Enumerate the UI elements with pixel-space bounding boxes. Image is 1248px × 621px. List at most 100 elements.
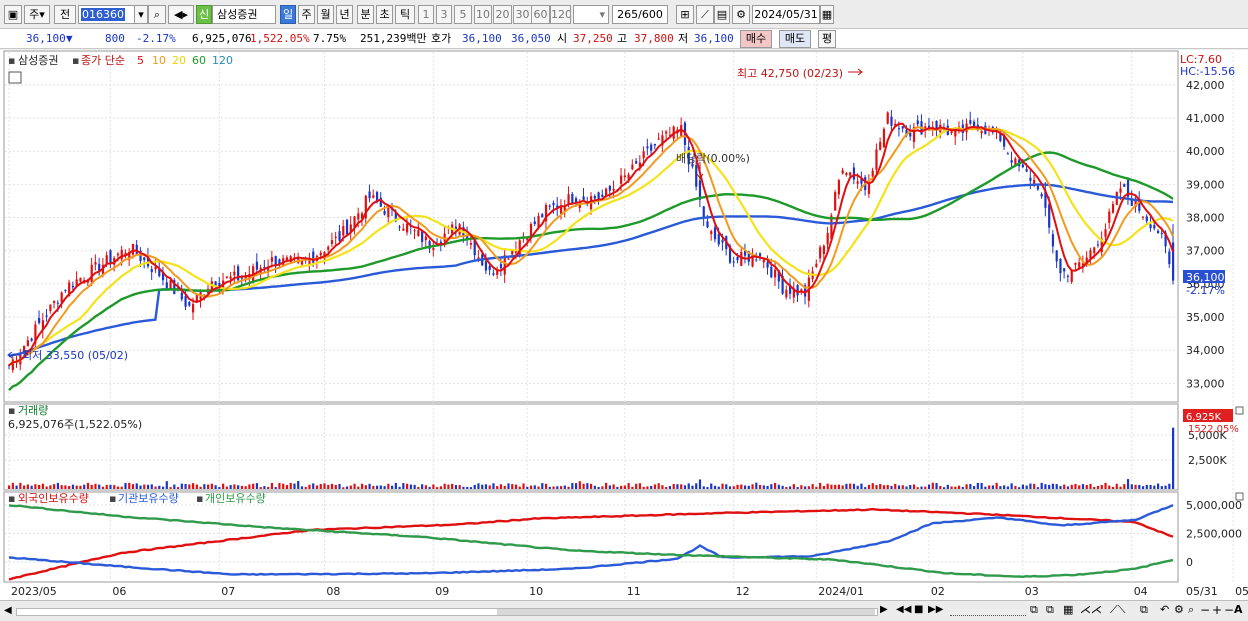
- pane-close-icon[interactable]: [1235, 492, 1244, 501]
- volume-bar: [237, 485, 240, 489]
- legend-ma60: 60: [192, 54, 206, 67]
- count-input[interactable]: 265/600: [612, 5, 668, 24]
- candle: [255, 261, 259, 270]
- volume-bar: [668, 485, 672, 489]
- volume-bar: [1059, 486, 1062, 489]
- rewind-icon[interactable]: ◀◀: [896, 604, 912, 615]
- volume-bar: [773, 482, 777, 489]
- volume-bar: [342, 487, 345, 489]
- date-input[interactable]: 2024/05/31: [752, 5, 820, 24]
- font-icon[interactable]: A: [1234, 603, 1243, 616]
- tab-week[interactable]: 주: [298, 5, 315, 24]
- eval-button[interactable]: 평: [818, 30, 836, 48]
- candle: [383, 210, 386, 215]
- volume-bar: [526, 486, 529, 489]
- interval-60[interactable]: 60: [531, 5, 550, 24]
- x-axis-label: 07: [221, 585, 235, 598]
- chart-settings-icon[interactable]: ▣: [4, 5, 22, 24]
- interval-20[interactable]: 20: [493, 5, 512, 24]
- table-icon[interactable]: ▦: [1063, 603, 1074, 616]
- candle: [1063, 268, 1066, 272]
- volume-bar: [1070, 484, 1073, 489]
- volume-bar: [233, 484, 236, 489]
- sell-button[interactable]: 매도: [779, 30, 811, 48]
- legend-individual: 개인보유수량: [205, 492, 266, 505]
- undo-icon[interactable]: ↶: [1160, 603, 1170, 616]
- candle: [154, 266, 157, 270]
- zoom-slider[interactable]: [950, 605, 1026, 616]
- pane-close-icon[interactable]: [1235, 406, 1244, 415]
- candle: [897, 128, 901, 130]
- copy-icon[interactable]: ⧉: [1140, 603, 1148, 616]
- interval-3[interactable]: 3: [436, 5, 452, 24]
- candle: [856, 181, 859, 184]
- zoom-out-icon[interactable]: −: [1200, 603, 1211, 617]
- layout-icon[interactable]: ⧉: [1046, 603, 1054, 616]
- candle: [233, 271, 236, 276]
- tab-second[interactable]: 초: [376, 5, 393, 24]
- table-toggle-icon[interactable]: [8, 71, 22, 84]
- volume-bar: [113, 485, 116, 489]
- drawing-tools-icon[interactable]: ⋌⋌: [1080, 603, 1102, 616]
- interval-custom-select[interactable]: ▾: [573, 5, 609, 24]
- volume-bar: [1149, 485, 1152, 489]
- tab-tick[interactable]: 틱: [395, 5, 415, 24]
- candle: [556, 205, 559, 209]
- search-icon[interactable]: ⌕: [148, 5, 166, 24]
- tab-month[interactable]: 월: [317, 5, 334, 24]
- volume-bar: [1126, 479, 1130, 489]
- tab-day[interactable]: 일: [280, 5, 296, 24]
- forward-icon[interactable]: ▶▶: [928, 604, 944, 615]
- save-icon[interactable]: ▤: [714, 5, 730, 24]
- interval-5[interactable]: 5: [454, 5, 472, 24]
- settings-icon[interactable]: ⚙: [1174, 603, 1184, 616]
- interval-120[interactable]: 120: [550, 5, 571, 24]
- interval-1[interactable]: 1: [418, 5, 434, 24]
- draw-icon[interactable]: ⟋: [696, 5, 714, 24]
- text-size-icon[interactable]: −: [1224, 603, 1235, 617]
- buy-button[interactable]: 매수: [740, 30, 772, 48]
- zoom-icon[interactable]: ⊞: [676, 5, 694, 24]
- candle: [98, 264, 101, 272]
- prev-button[interactable]: 전: [54, 5, 76, 24]
- volume-bar: [901, 485, 904, 489]
- search-icon[interactable]: ⌕: [1188, 603, 1195, 616]
- interval-10[interactable]: 10: [474, 5, 492, 24]
- volume-bar: [79, 485, 82, 489]
- stock-chart[interactable]: 42,00041,00040,00039,00038,00037,00036,0…: [0, 50, 1248, 600]
- code-dropdown-icon[interactable]: ▾: [134, 5, 148, 24]
- scrollbar-thumb[interactable]: [497, 609, 875, 615]
- volume-bar: [1156, 483, 1160, 489]
- trend-icon[interactable]: ⟋⟍: [1110, 603, 1126, 616]
- candle: [473, 238, 476, 256]
- volume-bar: [274, 487, 277, 489]
- volume-bar: [815, 486, 818, 489]
- volume-bar: [1089, 483, 1092, 489]
- speaker-icon[interactable]: ◀▸: [168, 5, 194, 24]
- volume-bar: [154, 486, 157, 489]
- volume-bar: [496, 486, 499, 489]
- calendar-icon[interactable]: ▦: [820, 5, 834, 24]
- stock-code-input[interactable]: 016360: [78, 5, 136, 24]
- volume-bar: [421, 484, 424, 489]
- candle: [173, 280, 176, 295]
- tab-minute[interactable]: 분: [357, 5, 374, 24]
- interval-30[interactable]: 30: [513, 5, 532, 24]
- volume-bar: [533, 485, 536, 489]
- horizontal-scrollbar[interactable]: [16, 608, 878, 616]
- stop-icon[interactable]: ■: [914, 604, 924, 615]
- price-y-tick: 37,000: [1186, 245, 1225, 258]
- period-select[interactable]: 주▾: [24, 5, 50, 24]
- volume-bar: [173, 484, 176, 489]
- candle: [894, 123, 897, 126]
- candle: [635, 161, 638, 164]
- zoom-in-icon[interactable]: +: [1212, 603, 1223, 617]
- volume-bar: [785, 486, 788, 489]
- scroll-right-icon[interactable]: ▶: [880, 604, 888, 615]
- gear-icon[interactable]: ⚙: [732, 5, 750, 24]
- volume-bar: [267, 486, 270, 489]
- view-toggle-icon[interactable]: ⧉: [1030, 603, 1038, 616]
- scroll-left-icon[interactable]: ◀: [4, 605, 12, 616]
- tab-year[interactable]: 년: [336, 5, 353, 24]
- volume-bar: [443, 483, 446, 489]
